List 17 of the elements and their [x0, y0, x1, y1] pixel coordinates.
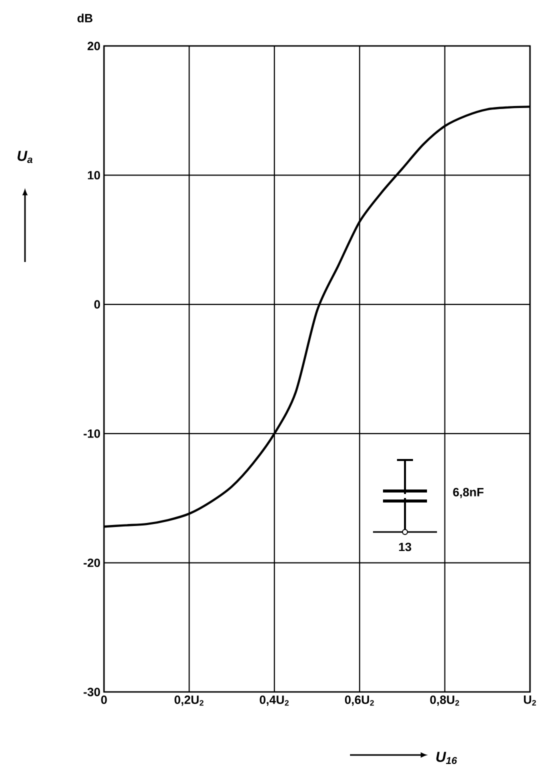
annotation: 13: [399, 542, 412, 552]
text: dB: [78, 14, 92, 22]
y-tick-label: -20: [84, 558, 100, 568]
x-tick-label: 0,6U$_{2}$: [344, 696, 374, 706]
y-tick-label: -10: [84, 429, 100, 438]
y-tick-label: 20: [88, 42, 100, 50]
y-axis-title: U$_{a}$: [18, 150, 32, 164]
x-tick-label: 0,8U$_{2}$: [430, 696, 460, 706]
y-tick-label: 10: [88, 170, 100, 180]
x-tick-label: 0,4U$_{2}$: [260, 696, 289, 706]
x-axis-title: U$_{16}$: [436, 752, 458, 764]
y-tick-label: 0: [94, 300, 100, 309]
x-tick-label: 0: [101, 696, 107, 704]
annotation: 6,8nF: [453, 488, 484, 498]
y-tick-label: -30: [84, 688, 100, 696]
x-tick-label: U$_{2}$: [524, 696, 536, 706]
x-tick-label: 0,2U$_{2}$: [174, 696, 204, 706]
